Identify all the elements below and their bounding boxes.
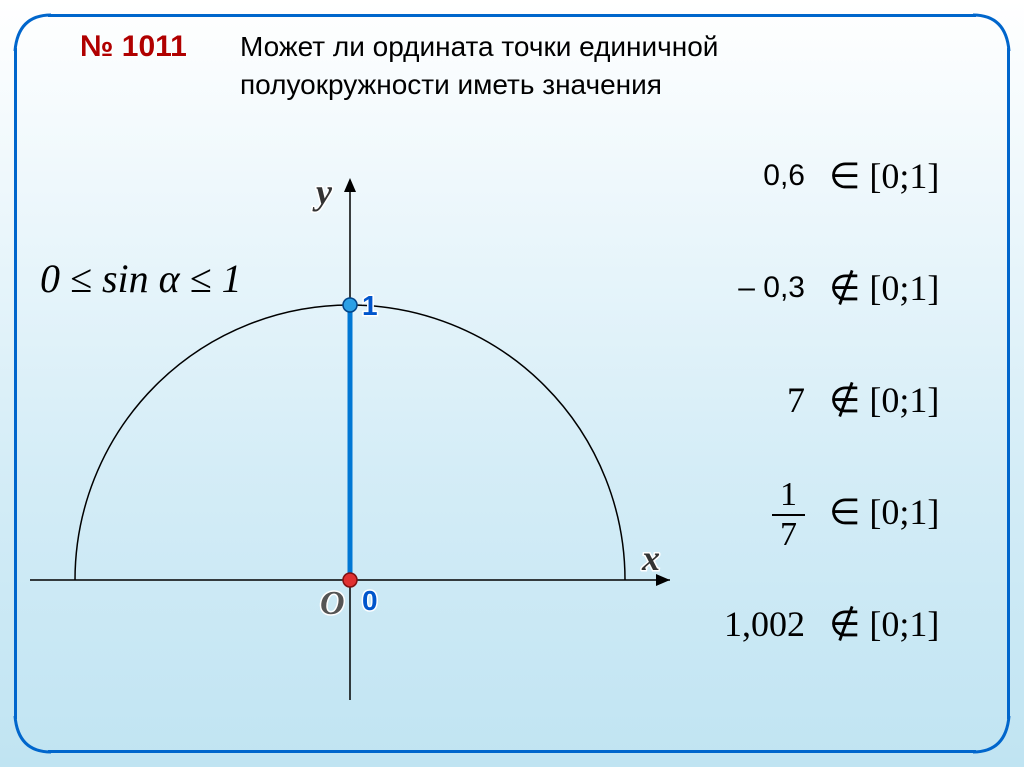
corner-tr-icon bbox=[972, 6, 1018, 52]
answer-row: 7 ∉ [0;1] bbox=[669, 344, 969, 456]
corner-tl-icon bbox=[6, 6, 52, 52]
answer-value: 17 bbox=[715, 472, 805, 552]
svg-text:1: 1 bbox=[362, 290, 378, 321]
svg-text:x: x bbox=[641, 538, 660, 578]
answer-set-membership: ∈ [0;1] bbox=[829, 155, 969, 197]
fraction-numerator: 1 bbox=[772, 478, 805, 514]
answer-value: 7 bbox=[715, 379, 805, 421]
problem-number: № 1011 bbox=[80, 30, 187, 64]
answer-row: – 0,3 ∉ [0;1] bbox=[669, 232, 969, 344]
question-text: Может ли ордината точки единичной полуок… bbox=[240, 28, 880, 104]
answer-value: – 0,3 bbox=[715, 271, 805, 305]
answer-set-membership: ∉ [0;1] bbox=[829, 267, 969, 309]
semicircle-diagram: y x O 1 0 bbox=[30, 170, 690, 730]
answers-column: 0,6∈ [0;1]– 0,3∉ [0;1]7∉ [0;1]17∈ [0;1]1… bbox=[669, 120, 969, 680]
answer-value: 0,6 bbox=[715, 159, 805, 193]
answer-set-membership: ∉ [0;1] bbox=[829, 379, 969, 421]
frame-left bbox=[14, 48, 17, 719]
frame-top bbox=[48, 14, 976, 17]
answer-row: 0,6 ∈ [0;1] bbox=[669, 120, 969, 232]
svg-text:0: 0 bbox=[362, 585, 378, 616]
answer-set-membership: ∉ [0;1] bbox=[829, 603, 969, 645]
fraction-denominator: 7 bbox=[772, 514, 805, 552]
answer-row: 1,002 ∉ [0;1] bbox=[669, 568, 969, 680]
svg-text:y: y bbox=[312, 172, 333, 212]
fraction: 17 bbox=[772, 478, 805, 552]
frame-right bbox=[1007, 48, 1010, 719]
corner-br-icon bbox=[972, 715, 1018, 761]
svg-text:O: O bbox=[320, 585, 345, 622]
answer-value: 1,002 bbox=[715, 603, 805, 645]
frame-bottom bbox=[48, 750, 976, 753]
answer-row: 17 ∈ [0;1] bbox=[669, 456, 969, 568]
answer-set-membership: ∈ [0;1] bbox=[829, 491, 969, 533]
